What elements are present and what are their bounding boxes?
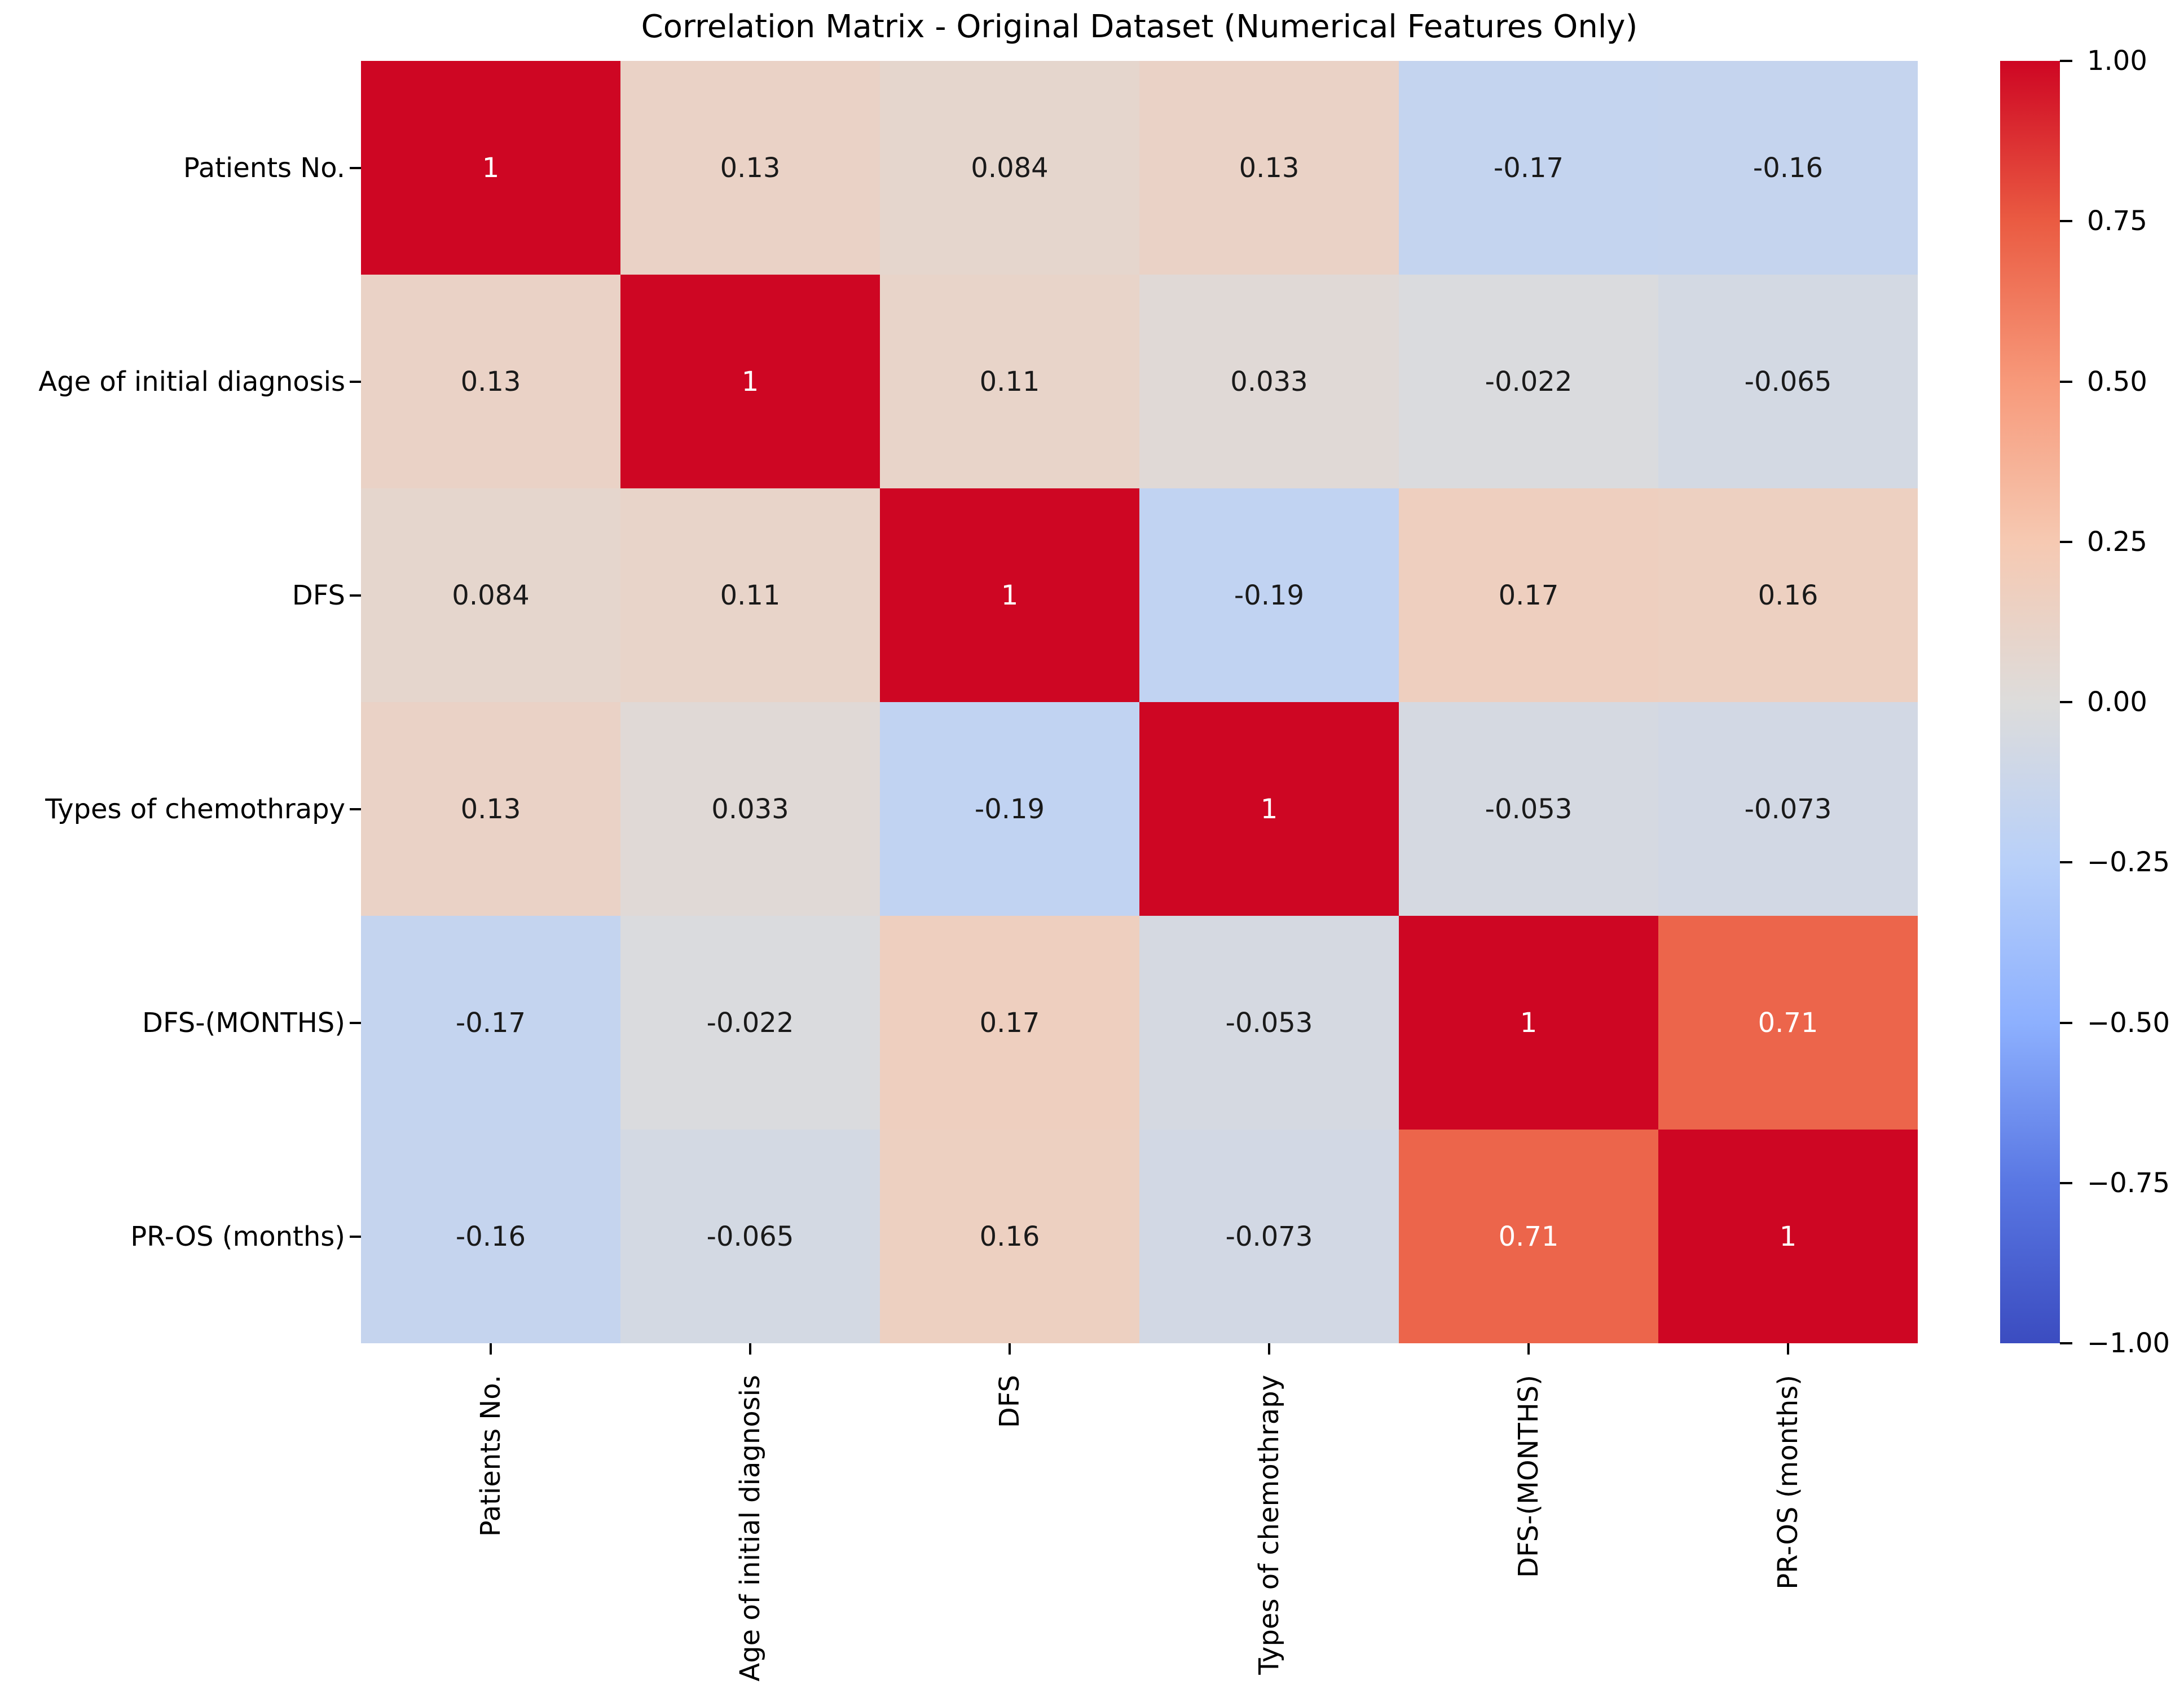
heatmap-cell: -0.022 xyxy=(620,916,880,1130)
heatmap-cell: -0.17 xyxy=(1399,61,1658,275)
x-tick xyxy=(1009,1343,1011,1355)
heatmap-cell: 0.17 xyxy=(880,916,1139,1130)
colorbar-tick xyxy=(2060,861,2072,864)
x-tick xyxy=(1527,1343,1530,1355)
y-tick xyxy=(350,808,361,810)
heatmap-cell: 0.11 xyxy=(880,275,1139,488)
x-axis-label: PR-OS (months) xyxy=(1772,1375,1804,1590)
x-tick xyxy=(1268,1343,1270,1355)
heatmap-cell: -0.16 xyxy=(361,1130,620,1343)
y-tick xyxy=(350,166,361,169)
heatmap-cell: -0.053 xyxy=(1399,702,1658,916)
heatmap-cell: 0.11 xyxy=(620,488,880,702)
heatmap-cell: -0.17 xyxy=(361,916,620,1130)
colorbar-tick-label: 0.75 xyxy=(2087,205,2147,237)
heatmap-cell: 0.13 xyxy=(361,275,620,488)
x-axis-label: DFS xyxy=(994,1375,1025,1428)
y-tick xyxy=(350,594,361,597)
heatmap-cell: 1 xyxy=(1658,1130,1918,1343)
y-axis-label: Types of chemothrapy xyxy=(45,793,345,825)
x-tick xyxy=(749,1343,751,1355)
heatmap-cell: -0.19 xyxy=(880,702,1139,916)
x-axis-label: Types of chemothrapy xyxy=(1253,1375,1285,1675)
y-axis-label: DFS xyxy=(292,579,345,611)
y-tick xyxy=(350,1235,361,1238)
colorbar-tick-label: −0.25 xyxy=(2087,846,2170,879)
heatmap-cell: -0.065 xyxy=(620,1130,880,1343)
x-tick xyxy=(490,1343,492,1355)
colorbar-tick-label: 0.00 xyxy=(2087,686,2147,718)
heatmap-cell: 0.13 xyxy=(361,702,620,916)
heatmap-cell: 0.17 xyxy=(1399,488,1658,702)
colorbar-tick xyxy=(2060,1021,2072,1024)
colorbar-tick xyxy=(2060,540,2072,543)
colorbar-tick-label: 0.25 xyxy=(2087,526,2147,558)
y-axis-label: PR-OS (months) xyxy=(130,1220,345,1252)
colorbar-tick-label: 0.50 xyxy=(2087,365,2147,398)
colorbar-tick xyxy=(2060,701,2072,703)
colorbar-tick xyxy=(2060,60,2072,62)
heatmap-cell: -0.19 xyxy=(1139,488,1399,702)
heatmap-cell: 0.084 xyxy=(361,488,620,702)
x-tick xyxy=(1787,1343,1789,1355)
x-axis-label: DFS-(MONTHS) xyxy=(1513,1375,1544,1578)
y-tick xyxy=(350,1021,361,1024)
heatmap-cell: -0.022 xyxy=(1399,275,1658,488)
heatmap-cell: 0.033 xyxy=(1139,275,1399,488)
heatmap-cell: 0.16 xyxy=(880,1130,1139,1343)
y-axis-label: Age of initial diagnosis xyxy=(38,365,345,398)
heatmap-cell: 1 xyxy=(1139,702,1399,916)
colorbar-tick xyxy=(2060,1342,2072,1344)
heatmap-cell: 0.13 xyxy=(1139,61,1399,275)
heatmap-cell: 0.16 xyxy=(1658,488,1918,702)
colorbar xyxy=(2000,61,2060,1343)
heatmap-cell: -0.073 xyxy=(1139,1130,1399,1343)
colorbar-tick-label: 1.00 xyxy=(2087,45,2147,77)
heatmap-cell: 0.033 xyxy=(620,702,880,916)
heatmap-cell: 1 xyxy=(620,275,880,488)
heatmap-cell: 0.13 xyxy=(620,61,880,275)
heatmap-cell: -0.16 xyxy=(1658,61,1918,275)
heatmap-cell: 1 xyxy=(880,488,1139,702)
x-axis-label: Age of initial diagnosis xyxy=(734,1375,766,1682)
x-axis-label: Patients No. xyxy=(475,1375,507,1537)
y-tick xyxy=(350,380,361,383)
chart-title: Correlation Matrix - Original Dataset (N… xyxy=(641,8,1638,45)
heatmap-cell: 0.71 xyxy=(1658,916,1918,1130)
colorbar-tick-label: −0.75 xyxy=(2087,1167,2170,1199)
colorbar-tick-label: −1.00 xyxy=(2087,1327,2170,1359)
colorbar-tick xyxy=(2060,220,2072,223)
heatmap-cell: 1 xyxy=(1399,916,1658,1130)
y-axis-label: Patients No. xyxy=(183,152,345,184)
colorbar-tick-label: −0.50 xyxy=(2087,1007,2170,1039)
heatmap-cell: 0.71 xyxy=(1399,1130,1658,1343)
colorbar-tick xyxy=(2060,1181,2072,1184)
heatmap-cell: 1 xyxy=(361,61,620,275)
heatmap-cell: -0.053 xyxy=(1139,916,1399,1130)
heatmap-grid: 1 0.13 0.084 0.13 -0.17 -0.16 0.13 1 0.11 0.033 -0… xyxy=(361,61,1918,1343)
colorbar-tick xyxy=(2060,380,2072,383)
heatmap-cell: -0.065 xyxy=(1658,275,1918,488)
y-axis-labels: Patients No. Age of initial diagnosis DFS T… xyxy=(0,61,345,1343)
heatmap-cell: -0.073 xyxy=(1658,702,1918,916)
y-axis-label: DFS-(MONTHS) xyxy=(142,1007,345,1039)
heatmap-cell: 0.084 xyxy=(880,61,1139,275)
